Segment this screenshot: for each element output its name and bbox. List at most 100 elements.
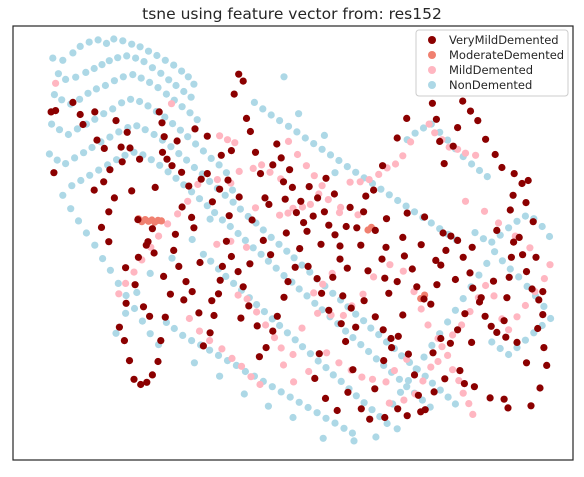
series-milddemented [52,79,554,418]
point-nondemented-286 [284,122,293,130]
point-verymilddemented-109 [498,163,506,172]
point-verymilddemented-53 [286,166,294,174]
point-verymilddemented-44 [251,148,260,156]
point-milddemented-61 [438,343,446,351]
point-verymilddemented-39 [230,90,238,98]
point-milddemented-23 [277,344,285,352]
point-milddemented-73 [540,275,549,283]
point-verymilddemented-227 [259,236,267,244]
point-verymilddemented-95 [505,273,513,281]
point-nondemented-283 [259,105,267,113]
point-verymilddemented-112 [474,117,482,125]
point-nondemented-36 [58,96,66,104]
point-nondemented-24 [105,57,113,65]
points-layer [45,35,555,445]
point-nondemented-219 [283,329,291,337]
point-nondemented-273 [419,124,428,132]
point-nondemented-14 [170,61,178,69]
point-nondemented-226 [337,377,345,385]
point-verymilddemented-80 [427,300,435,308]
point-verymilddemented-255 [237,314,245,322]
point-nondemented-243 [491,248,499,256]
point-nondemented-312 [206,215,214,223]
point-nondemented-322 [264,402,272,410]
point-nondemented-258 [496,344,504,353]
point-nondemented-44 [129,71,137,79]
point-milddemented-87 [407,138,415,146]
point-verymilddemented-219 [477,294,485,302]
point-nondemented-54 [55,126,64,134]
point-verymilddemented-106 [522,199,530,207]
point-verymilddemented-171 [269,327,277,335]
point-verymilddemented-249 [122,264,130,272]
point-verymilddemented-5 [79,120,87,129]
point-verymilddemented-36 [216,185,224,193]
point-nondemented-287 [293,128,301,136]
point-nondemented-253 [412,365,420,373]
point-nondemented-191 [322,414,330,422]
point-verymilddemented-169 [280,293,288,301]
point-verymilddemented-4 [76,110,84,119]
point-verymilddemented-163 [318,289,326,297]
point-nondemented-127 [68,182,76,190]
point-nondemented-216 [260,308,268,316]
point-nondemented-157 [311,299,319,307]
point-milddemented-58 [419,377,427,385]
point-nondemented-3 [76,42,84,51]
point-milddemented-54 [279,361,288,369]
point-nondemented-223 [314,357,322,365]
point-verymilddemented-140 [403,412,411,420]
point-milddemented-119 [195,327,204,335]
point-nondemented-209 [207,257,215,265]
point-nondemented-164 [365,347,373,356]
point-nondemented-133 [121,151,129,159]
point-nondemented-68 [176,126,184,134]
point-verymilddemented-155 [446,339,454,347]
legend-label-nondemented: NonDemented [449,78,532,92]
point-nondemented-61 [118,99,126,107]
point-nondemented-198 [130,304,139,313]
point-milddemented-48 [358,373,366,381]
point-verymilddemented-145 [371,385,379,393]
point-nondemented-204 [82,229,90,237]
point-verymilddemented-110 [491,150,499,159]
point-nondemented-58 [91,115,99,123]
point-milddemented-11 [318,182,326,190]
point-verymilddemented-81 [433,281,441,289]
point-nondemented-252 [420,353,428,361]
point-nondemented-190 [313,409,321,417]
point-milddemented-33 [399,267,407,275]
point-verymilddemented-65 [342,222,350,231]
point-verymilddemented-216 [333,406,341,415]
point-verymilddemented-9 [106,166,114,174]
point-verymilddemented-102 [535,296,543,304]
point-verymilddemented-11 [110,194,118,202]
point-verymilddemented-64 [336,242,344,250]
point-verymilddemented-157 [461,310,469,318]
point-verymilddemented-56 [297,197,305,205]
point-verymilddemented-74 [385,289,393,297]
point-milddemented-52 [305,367,313,376]
point-milddemented-7 [284,137,293,145]
point-nondemented-270 [498,257,506,265]
point-nondemented-326 [372,433,380,441]
point-milddemented-71 [521,301,530,310]
point-milddemented-94 [346,178,354,186]
point-verymilddemented-118 [436,137,444,145]
point-nondemented-315 [146,269,154,277]
point-nondemented-309 [320,131,328,139]
point-nondemented-238 [513,217,521,225]
point-verymilddemented-244 [112,117,120,125]
point-verymilddemented-195 [143,378,151,386]
point-nondemented-291 [326,151,335,159]
point-verymilddemented-22 [151,183,159,191]
point-milddemented-39 [449,366,457,374]
point-nondemented-142 [195,195,204,203]
point-verymilddemented-204 [146,312,154,320]
point-verymilddemented-245 [100,144,108,152]
point-nondemented-288 [301,134,309,142]
point-verymilddemented-33 [197,175,205,183]
point-verymilddemented-203 [139,303,148,311]
point-nondemented-148 [241,236,249,244]
point-verymilddemented-126 [540,344,548,352]
